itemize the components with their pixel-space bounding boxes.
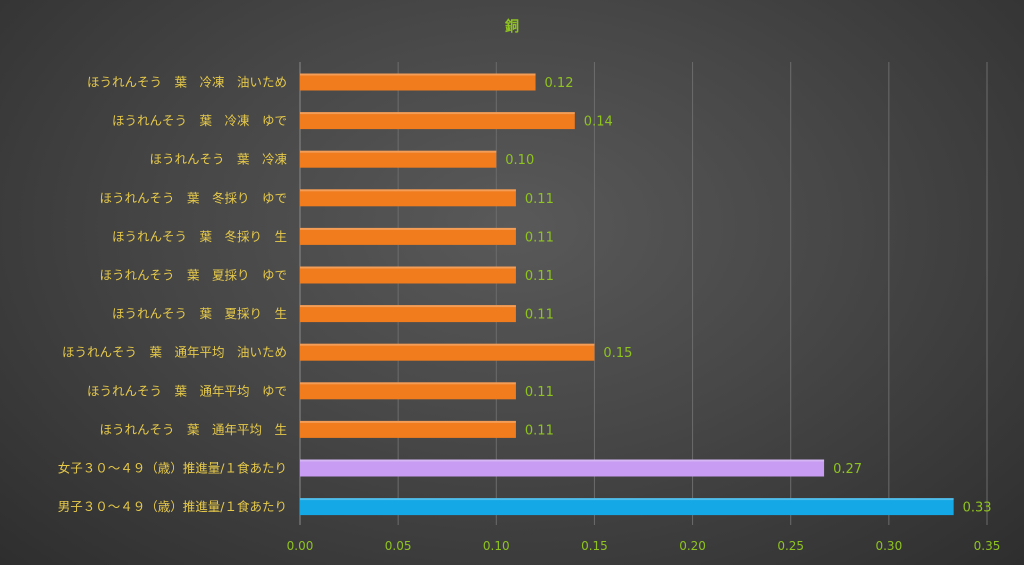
- bar-highlight: [300, 150, 497, 153]
- bar-highlight: [300, 305, 516, 308]
- data-labels: 0.12 0.14 0.10 0.11 0.11 0.11 0.11 0.15 0.11 0.11…: [505, 76, 991, 516]
- data-label: 0.11: [525, 308, 554, 323]
- data-label: 0.33: [963, 501, 992, 516]
- bar: [300, 343, 595, 361]
- bar-highlight: [300, 498, 954, 501]
- data-label: 0.11: [525, 230, 554, 245]
- bar-highlight: [300, 189, 516, 192]
- bar-highlight: [300, 73, 536, 76]
- bar: [300, 189, 516, 207]
- category-label: ほうれんそう 葉 冬採り 生: [112, 229, 287, 244]
- bar: [300, 73, 536, 91]
- bar-highlight: [300, 343, 595, 346]
- bar: [300, 266, 516, 284]
- bars: [300, 73, 954, 516]
- category-label: ほうれんそう 葉 通年平均 ゆで: [87, 383, 287, 398]
- bar-highlight: [300, 266, 516, 269]
- category-label: ほうれんそう 葉 冷凍 油いため: [87, 75, 287, 90]
- bar-highlight: [300, 227, 516, 230]
- x-tick-label: 0.20: [679, 539, 706, 553]
- bar-highlight: [300, 459, 825, 462]
- category-label: 女子３０～４９（歳）推進量/１食あたり: [58, 461, 287, 476]
- bar-highlight: [300, 112, 575, 115]
- bar: [300, 305, 516, 323]
- x-tick-label: 0.35: [974, 539, 1001, 553]
- category-label: ほうれんそう 葉 夏採り 生: [112, 306, 287, 321]
- chart-title: 銅: [505, 18, 519, 35]
- x-tick-label: 0.25: [777, 539, 804, 553]
- category-label: 男子３０～４９（歳）推進量/１食あたり: [58, 499, 287, 514]
- bar-highlight: [300, 382, 516, 385]
- data-label: 0.11: [525, 423, 554, 438]
- data-label: 0.11: [525, 385, 554, 400]
- x-tick-label: 0.10: [483, 539, 510, 553]
- data-label: 0.12: [545, 76, 574, 91]
- data-label: 0.11: [525, 192, 554, 207]
- category-label: ほうれんそう 葉 冬採り ゆで: [99, 190, 287, 205]
- bar: [300, 227, 516, 245]
- bar: [300, 420, 516, 438]
- bar: [300, 150, 497, 168]
- data-label: 0.11: [525, 269, 554, 284]
- x-axis-ticks: 0.00 0.05 0.10 0.15 0.20 0.25 0.30 0.35: [287, 539, 1001, 553]
- x-tick-label: 0.15: [581, 539, 608, 553]
- category-label: ほうれんそう 葉 夏採り ゆで: [99, 268, 287, 283]
- data-label: 0.14: [584, 115, 613, 130]
- category-label: ほうれんそう 葉 冷凍: [149, 152, 287, 167]
- gridlines: [299, 62, 988, 525]
- x-tick-label: 0.30: [875, 539, 902, 553]
- bar: [300, 459, 825, 477]
- bar: [300, 112, 575, 130]
- data-label: 0.27: [833, 462, 862, 477]
- x-tick-label: 0.00: [287, 539, 314, 553]
- category-label: ほうれんそう 葉 通年平均 生: [99, 422, 287, 437]
- bar-highlight: [300, 420, 516, 423]
- category-label: ほうれんそう 葉 冷凍 ゆで: [112, 113, 287, 128]
- data-label: 0.10: [505, 153, 534, 168]
- data-label: 0.15: [603, 346, 632, 361]
- bar: [300, 498, 954, 516]
- category-label: ほうれんそう 葉 通年平均 油いため: [62, 345, 287, 360]
- x-tick-label: 0.05: [385, 539, 412, 553]
- bar: [300, 382, 516, 400]
